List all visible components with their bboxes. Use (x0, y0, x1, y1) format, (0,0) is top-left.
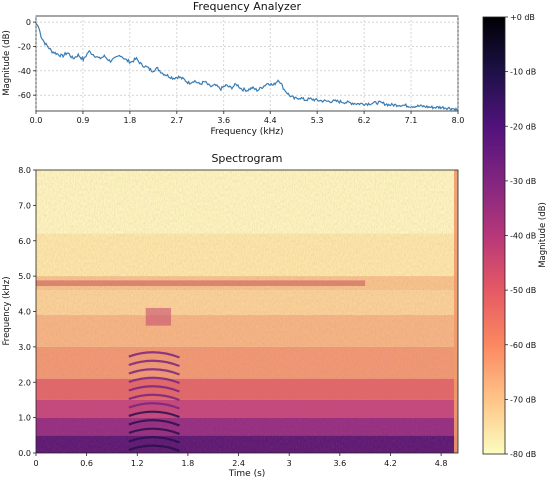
colorbar-tick-label: -40 dB (510, 232, 536, 241)
colorbar-tick-label: -70 dB (510, 395, 536, 404)
harmonic-line (128, 419, 180, 427)
x-tick-label: 4.4 (264, 116, 277, 125)
harmonic-line (128, 385, 180, 393)
colorbar-tick-label: -50 dB (510, 286, 536, 295)
harmonic-line (128, 444, 180, 452)
x-tick-label: 0 (33, 459, 38, 468)
edge-strip (454, 170, 458, 453)
series-line (35, 22, 459, 112)
colorbar-tick-label: -30 dB (510, 177, 536, 186)
x-axis-label: Time (s) (228, 469, 266, 479)
harmonic-line (128, 410, 180, 418)
plot-area (35, 15, 459, 112)
colorbar-tick-label: -10 dB (510, 68, 536, 77)
x-tick-label: 0.0 (30, 116, 43, 125)
harmonic-line (128, 368, 180, 376)
y-tick-label: 2.0 (18, 378, 31, 387)
x-tick-label: 4.8 (435, 459, 448, 468)
tone-band (36, 280, 366, 287)
y-tick-label: 0 (26, 18, 31, 27)
harmonic-line (128, 359, 180, 368)
x-tick-label: 8.0 (452, 116, 465, 125)
y-tick-label: 0.0 (18, 449, 31, 458)
harmonic-line (128, 427, 180, 435)
energy-patch (145, 307, 172, 326)
x-tick-label: 7.1 (405, 116, 418, 125)
colorbar-tick-label: -80 dB (510, 450, 536, 459)
x-tick-label: 1.2 (131, 459, 144, 468)
y-tick-label: 7.0 (18, 201, 31, 210)
x-tick-label: 0.9 (77, 116, 90, 125)
spectrogram-chart: Spectrogram 0 0.6 1.2 1.8 2.4 3 3.6 4.2 4.8 0.0 1… (2, 152, 459, 479)
chart-title: Spectrogram (211, 152, 282, 165)
colorbar-gradient (482, 16, 506, 455)
x-tick-label: 6.2 (358, 116, 371, 125)
y-tick-label: 5.0 (18, 272, 31, 281)
x-tick-label: 2.7 (170, 116, 183, 125)
x-tick-label: 3.6 (333, 459, 346, 468)
x-tick-label: 0.6 (80, 459, 93, 468)
x-axis-ticks: 0 0.6 1.2 1.8 2.4 3 3.6 4.2 4.8 (33, 453, 447, 468)
chart-title: Frequency Analyzer (193, 0, 302, 13)
colorbar-tick-label: -60 dB (510, 341, 536, 350)
colorbar-ticks: +0 dB -10 dB -20 dB -30 dB -40 dB -50 dB -60 d… (505, 13, 536, 459)
y-tick-label: 6.0 (18, 237, 31, 246)
y-tick-label: -40 (18, 67, 31, 76)
harmonic-line (128, 351, 180, 359)
harmonic-line (128, 393, 180, 402)
spectrogram-features (36, 170, 458, 453)
x-tick-label: 2.4 (232, 459, 245, 468)
x-tick-label: 1.8 (182, 459, 195, 468)
y-tick-label: 1.0 (18, 414, 31, 423)
harmonic-line (128, 436, 180, 444)
y-axis-label: Magnitude (dB) (2, 30, 12, 96)
x-tick-label: 4.2 (384, 459, 397, 468)
x-axis-ticks: 0.0 0.9 1.8 2.7 3.6 4.4 5.3 6.2 7.1 8.0 (30, 111, 465, 125)
x-tick-label: 3.6 (217, 116, 230, 125)
y-tick-label: 3.0 (18, 343, 31, 352)
x-tick-label: 1.8 (124, 116, 137, 125)
x-tick-label: 5.3 (311, 116, 324, 125)
x-tick-label: 3 (287, 459, 292, 468)
colorbar-tick-label: +0 dB (510, 13, 535, 22)
colorbar-label: Magnitude (dB) (538, 202, 548, 268)
colorbar-tick-label: -20 dB (510, 122, 536, 131)
y-tick-label: 4.0 (18, 308, 31, 317)
y-tick-label: 8.0 (18, 166, 31, 175)
y-axis-label: Frequency (kHz) (2, 276, 12, 345)
spectrogram-image (36, 170, 458, 453)
y-tick-label: -20 (18, 42, 31, 51)
y-axis-ticks: 0 -20 -40 -60 (18, 18, 36, 100)
x-axis-label: Frequency (kHz) (210, 127, 283, 137)
harmonic-line (128, 376, 180, 385)
y-tick-label: -60 (18, 91, 31, 100)
harmonic-line (128, 402, 180, 410)
colorbar: +0 dB -10 dB -20 dB -30 dB -40 dB -50 dB -60 d… (482, 13, 548, 459)
y-axis-ticks: 0.0 1.0 2.0 3.0 4.0 5.0 6.0 7.0 8.0 (18, 166, 36, 458)
frequency-analyzer-chart: Frequency Analyzer 0.0 0.9 1.8 2.7 3.6 4.4 5.3… (2, 0, 464, 137)
